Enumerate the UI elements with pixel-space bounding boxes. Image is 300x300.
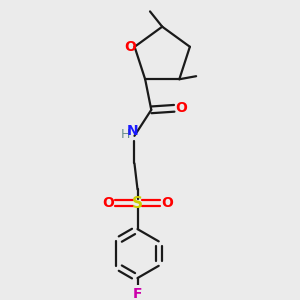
- Text: F: F: [133, 287, 142, 300]
- Text: O: O: [125, 40, 136, 54]
- Text: O: O: [161, 196, 173, 210]
- Text: N: N: [127, 124, 139, 138]
- Text: H: H: [121, 128, 130, 141]
- Text: S: S: [132, 196, 143, 211]
- Text: O: O: [102, 196, 114, 210]
- Text: O: O: [175, 101, 187, 115]
